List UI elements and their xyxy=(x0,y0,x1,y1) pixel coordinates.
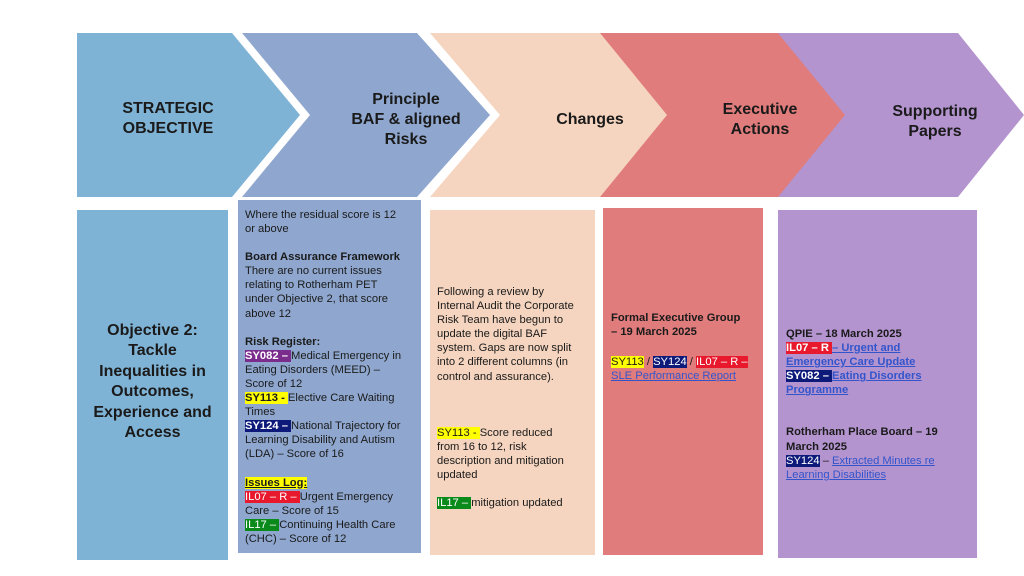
changes-column: Following a review by Internal Audit the… xyxy=(430,210,595,555)
eating-disorders-link-cont[interactable]: Programme xyxy=(786,384,849,397)
paper-tag-sy082: SY082 – xyxy=(786,370,833,383)
issues-log-heading: Issues Log: xyxy=(245,476,308,489)
chevron-strategic-objective xyxy=(77,33,300,197)
risks-content: Where the residual score is 12 or above … xyxy=(245,208,417,546)
risk-tag-sy113: SY113 - xyxy=(245,392,288,405)
chevron-executive-actions xyxy=(600,33,855,197)
changes-content: Following a review by Internal Audit the… xyxy=(437,286,574,510)
chevron-changes xyxy=(430,33,677,197)
executive-column: Formal Executive Group – 19 March 2025 S… xyxy=(603,208,763,555)
papers-content: QPIE – 18 March 2025 IL07 – R – Urgent a… xyxy=(786,328,938,481)
change-tag-sy113: SY113 - xyxy=(437,426,480,439)
extracted-minutes-link[interactable]: Extracted Minutes re xyxy=(832,454,935,467)
exec-tag-il07: IL07 – R – xyxy=(696,356,748,369)
chevron-supporting-papers xyxy=(778,33,1024,197)
risk-tag-sy124: SY124 – xyxy=(245,420,292,433)
sle-performance-report-link[interactable]: SLE Performance Report xyxy=(611,370,736,383)
exec-tag-sy124: SY124 xyxy=(653,356,687,369)
urgent-care-update-link-cont[interactable]: Emergency Care Update xyxy=(786,356,916,369)
objective-text: Objective 2: Tackle Inequalities in Outc… xyxy=(93,322,212,442)
header-executive-actions: Executive Actions xyxy=(722,101,798,138)
urgent-care-update-link[interactable]: – Urgent and xyxy=(832,342,901,355)
baf-heading: Board Assurance Framework xyxy=(245,251,401,264)
header-principle-risks: Principle BAF & aligned Risks xyxy=(351,91,461,148)
risk-register-heading: Risk Register: xyxy=(245,335,321,348)
extracted-minutes-link-cont[interactable]: Learning Disabilities xyxy=(786,468,887,481)
risks-column: Where the residual score is 12 or above … xyxy=(238,200,421,553)
paper-tag-sy124: SY124 xyxy=(786,454,820,467)
issue-tag-il07: IL07 – R – xyxy=(245,490,300,503)
chevron-principle-risks xyxy=(242,33,490,197)
header-supporting-papers: Supporting Papers xyxy=(892,103,978,140)
papers-column: QPIE – 18 March 2025 IL07 – R – Urgent a… xyxy=(778,210,977,558)
executive-content: Formal Executive Group – 19 March 2025 S… xyxy=(611,312,748,383)
objective-column: Objective 2: Tackle Inequalities in Outc… xyxy=(77,210,228,560)
paper-tag-il07: IL07 – R xyxy=(786,342,833,355)
header-strategic-objective: STRATEGIC OBJECTIVE xyxy=(122,100,214,137)
header-changes: Changes xyxy=(556,111,624,128)
risk-tag-sy082: SY082 – xyxy=(245,349,292,362)
issue-tag-il17: IL17 – xyxy=(245,518,280,531)
exec-tag-sy113: SY113 xyxy=(611,356,644,369)
change-tag-il17: IL17 – xyxy=(437,497,472,510)
eating-disorders-link[interactable]: Eating Disorders xyxy=(832,370,922,383)
